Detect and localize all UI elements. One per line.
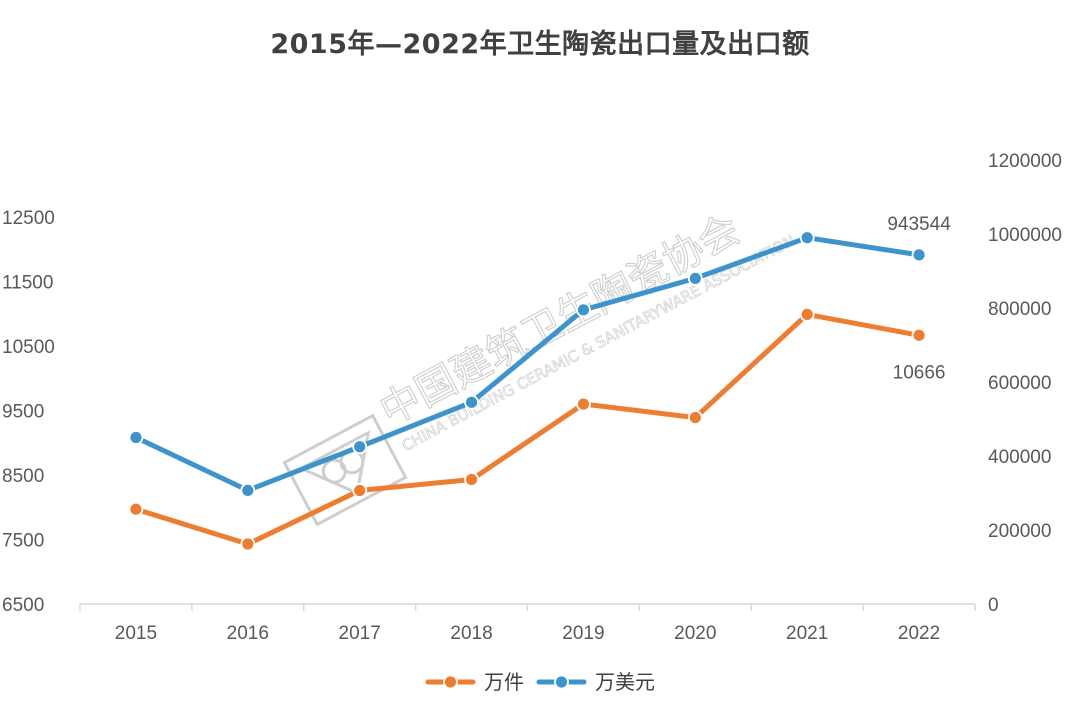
right-axis-labels: 0 200000 400000 600000 800000 1000000 1200000 bbox=[988, 151, 1062, 616]
data-point bbox=[576, 396, 591, 412]
left-tick-label: 8500 bbox=[2, 466, 44, 487]
data-point bbox=[799, 230, 815, 246]
series-line bbox=[133, 235, 922, 493]
left-tick-label: 11500 bbox=[2, 273, 53, 294]
data-point bbox=[687, 410, 703, 425]
right-tick-label: 1200000 bbox=[988, 151, 1062, 172]
data-point bbox=[352, 439, 368, 455]
data-label: 10666 bbox=[893, 362, 946, 383]
x-axis-ticks bbox=[79, 604, 976, 611]
right-tick-label: 400000 bbox=[988, 447, 1051, 468]
data-point bbox=[352, 483, 368, 498]
legend: 万件 万美元 bbox=[425, 670, 655, 694]
data-point bbox=[128, 430, 144, 445]
association-watermark: 中国建筑卫生陶瓷协会 CHINA BUILDING CERAMIC & SANI… bbox=[282, 206, 798, 527]
data-point bbox=[576, 302, 591, 318]
x-tick-label: 2016 bbox=[227, 623, 269, 644]
x-tick-label: 2015 bbox=[115, 623, 157, 644]
legend-marker bbox=[443, 674, 458, 690]
data-point bbox=[464, 472, 479, 487]
right-tick-label: 1000000 bbox=[988, 225, 1062, 246]
x-tick-label: 2020 bbox=[674, 623, 716, 644]
right-tick-label: 800000 bbox=[988, 299, 1051, 320]
data-point bbox=[911, 247, 927, 263]
right-tick-label: 600000 bbox=[988, 373, 1051, 394]
data-point bbox=[799, 306, 815, 322]
left-tick-label: 12500 bbox=[2, 208, 55, 229]
chart-title: 2015年—2022年卫生陶瓷出口量及出口额 bbox=[270, 29, 810, 60]
legend-label: 万件 bbox=[484, 670, 524, 694]
series-line bbox=[133, 311, 922, 547]
watermark-logo bbox=[282, 413, 408, 527]
right-tick-label: 0 bbox=[988, 595, 999, 616]
legend-label: 万美元 bbox=[595, 670, 655, 694]
left-tick-label: 10500 bbox=[2, 337, 55, 358]
left-axis-labels: 6500 7500 8500 9500 10500 11500 12500 bbox=[2, 208, 55, 616]
left-tick-label: 7500 bbox=[2, 531, 44, 552]
x-tick-label: 2021 bbox=[786, 623, 828, 644]
x-tick-label: 2022 bbox=[898, 623, 940, 644]
left-tick-label: 9500 bbox=[2, 402, 44, 423]
data-label: 943544 bbox=[887, 214, 951, 235]
x-tick-label: 2017 bbox=[339, 623, 381, 644]
left-tick-label: 6500 bbox=[2, 595, 44, 616]
watermark-cn-text: 中国建筑卫生陶瓷协会 bbox=[373, 206, 748, 434]
data-point bbox=[911, 327, 927, 343]
data-point bbox=[687, 270, 703, 286]
x-tick-label: 2018 bbox=[450, 623, 492, 644]
right-tick-label: 200000 bbox=[988, 521, 1051, 542]
data-point bbox=[128, 501, 144, 517]
series-layer bbox=[128, 230, 927, 552]
x-tick-label: 2019 bbox=[562, 623, 604, 644]
data-point bbox=[464, 394, 479, 410]
data-point bbox=[240, 483, 256, 498]
data-labels: 943544 10666 bbox=[887, 214, 951, 383]
x-axis-labels: 2015 2016 2017 2018 2019 2020 2021 2022 bbox=[115, 623, 940, 644]
data-point bbox=[240, 536, 256, 552]
legend-marker bbox=[554, 674, 569, 690]
